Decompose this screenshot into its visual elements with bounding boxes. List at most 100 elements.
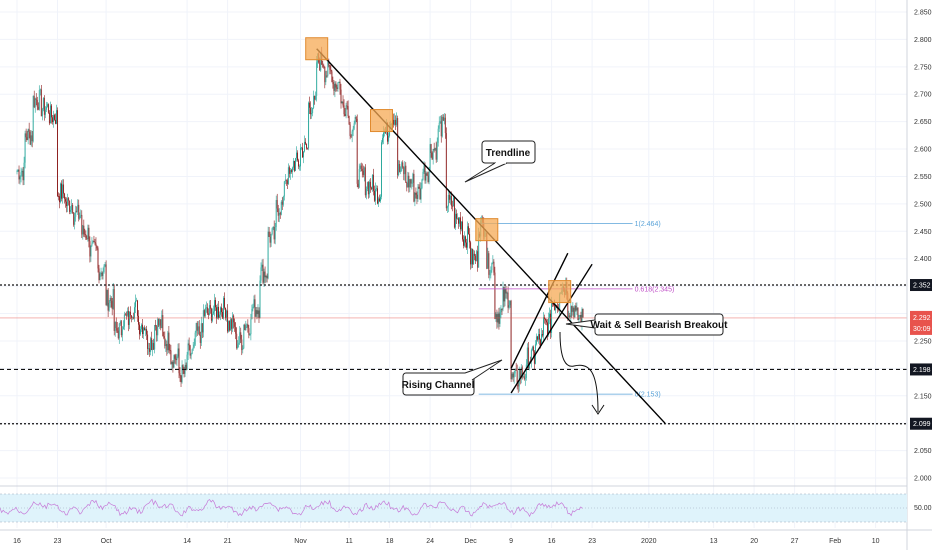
highlight-box[interactable] — [548, 280, 572, 304]
candle-body — [250, 319, 252, 335]
candle-body — [58, 196, 59, 197]
candle-body — [282, 196, 284, 205]
candle-body — [424, 165, 426, 181]
price-tick-label: 2.050 — [914, 448, 932, 455]
candle-body — [157, 318, 159, 336]
candle-body — [357, 183, 359, 188]
candle-body — [507, 292, 509, 308]
candle-body — [347, 106, 349, 117]
candle-body — [312, 107, 314, 114]
candle-body — [154, 324, 156, 350]
candle-body — [518, 370, 520, 387]
channel-upper-line[interactable] — [510, 252, 569, 369]
candle-body — [267, 231, 269, 279]
candle-body — [320, 52, 322, 71]
price-line-tag-text: 2.352 — [913, 283, 931, 290]
price-tick-label: 2.150 — [914, 393, 932, 400]
annotation-wait-sell[interactable]: Wait & Sell Bearish Breakout — [565, 313, 728, 336]
drawings[interactable]: 1(2.464) 0.618(2.345) 0(2.153) — [0, 37, 907, 425]
candle-body — [426, 173, 428, 176]
candle-body — [24, 133, 26, 163]
candle-body — [137, 300, 138, 316]
candle-body — [462, 221, 463, 240]
candle-body — [431, 153, 433, 160]
annotation-trendline[interactable]: Trendline — [464, 140, 536, 183]
candle-body — [474, 253, 476, 256]
fib-level-label: 0(2.153) — [635, 392, 661, 399]
candle-body — [525, 364, 527, 378]
candle-body — [183, 370, 185, 374]
candle-body — [112, 289, 114, 309]
candle-body — [342, 101, 344, 106]
candle-body — [233, 315, 235, 323]
candle-body — [54, 115, 55, 120]
candle-body — [384, 131, 385, 133]
candle-body — [296, 152, 297, 159]
highlight-box[interactable] — [305, 37, 329, 61]
candle-body — [254, 299, 256, 317]
annotation-rising-channel[interactable]: Rising Channel — [402, 359, 503, 396]
candle-body — [125, 314, 127, 316]
candle-body — [325, 75, 327, 83]
candle-body — [408, 175, 410, 188]
candle-body — [302, 147, 303, 158]
price-tick-label: 2.700 — [914, 92, 932, 99]
candle-body — [17, 169, 19, 172]
price-tick-label: 2.600 — [914, 147, 932, 154]
candle-body — [291, 167, 293, 172]
candle-body — [223, 297, 224, 319]
candle-body — [552, 303, 554, 305]
annotations[interactable]: Trendline Rising Channel Wait & Sell Bea… — [402, 140, 729, 415]
candle-body — [71, 204, 73, 210]
time-tick-label: 2020 — [641, 538, 657, 545]
candle-body — [372, 174, 374, 191]
candle-body — [385, 131, 386, 133]
candle-body — [423, 165, 425, 173]
candle-body — [305, 141, 307, 144]
candle-body — [335, 83, 337, 88]
candle-body — [549, 313, 551, 319]
candle-body — [367, 182, 369, 195]
candle-body — [338, 81, 340, 83]
candle-body — [220, 307, 221, 315]
candle-body — [304, 141, 305, 152]
candle-body — [351, 131, 353, 137]
candle-body — [185, 364, 187, 370]
highlight-box[interactable] — [370, 109, 393, 133]
candle-body — [458, 218, 459, 224]
candle-body — [274, 226, 276, 240]
channel-lower-line[interactable] — [510, 263, 593, 394]
candle-body — [438, 122, 440, 129]
candle-body — [171, 361, 173, 365]
candle-body — [252, 306, 254, 310]
oscillator-pane[interactable]: 50.00 — [0, 485, 932, 523]
candle-body — [315, 95, 317, 100]
candle-body — [286, 180, 288, 184]
candle-body — [145, 328, 147, 331]
candle-body — [117, 330, 119, 339]
price-axis[interactable]: 2.850 2.800 2.750 2.700 2.650 2.600 2.550 2.500… — [906, 0, 932, 550]
time-axis[interactable]: 16 23 Oct 14 21 Nov 11 18 24 Dec 9 16 23 2020 13 20 27 Fe… — [0, 529, 932, 545]
candle-body — [374, 188, 376, 201]
candle-body — [35, 98, 37, 100]
candle-body — [255, 310, 257, 317]
candle-body — [527, 347, 529, 369]
candle-body — [414, 192, 416, 202]
candle-body — [150, 338, 152, 352]
candle-body — [146, 328, 148, 335]
candle-body — [62, 184, 64, 199]
candle-body — [268, 231, 270, 237]
candle-body — [280, 201, 282, 215]
highlight-box[interactable] — [475, 218, 499, 242]
candle-body — [115, 321, 117, 329]
candle-body — [519, 370, 521, 379]
candle-body — [67, 198, 69, 207]
candle-body — [47, 104, 49, 113]
candle-body — [445, 133, 447, 209]
candle-body — [346, 105, 348, 107]
candle-body — [148, 348, 150, 350]
candle-body — [475, 255, 477, 261]
candle-body — [144, 327, 146, 331]
candle-body — [19, 176, 21, 180]
